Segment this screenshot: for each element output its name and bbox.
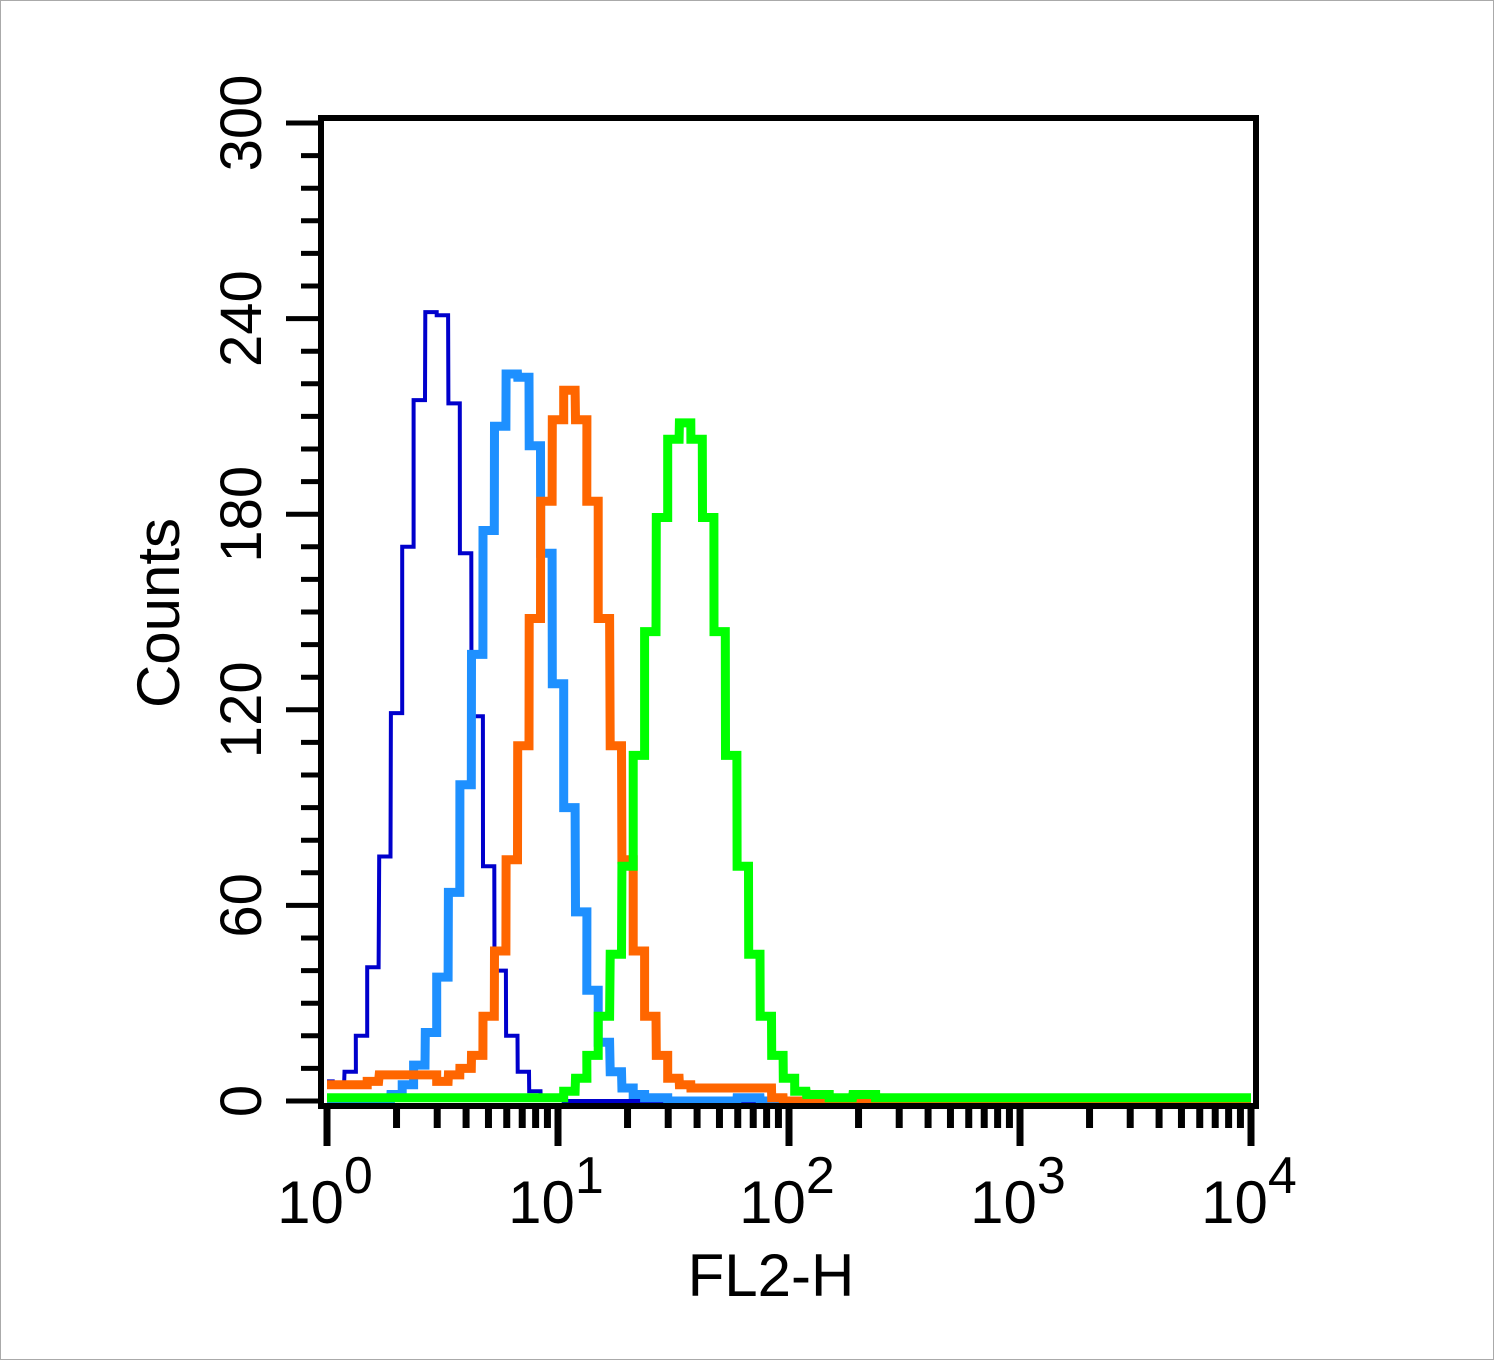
x-tick-base: 10 <box>1201 1169 1268 1236</box>
x-tick-label: 104 <box>1201 1147 1297 1236</box>
x-tick-base: 10 <box>970 1169 1037 1236</box>
x-tick-exponent: 3 <box>1037 1147 1066 1205</box>
y-tick-label: 120 <box>209 661 274 758</box>
y-tick-label: 60 <box>209 873 274 938</box>
x-tick-label: 101 <box>508 1147 604 1236</box>
x-tick-base: 10 <box>508 1169 575 1236</box>
x-tick-label: 100 <box>277 1147 373 1236</box>
x-tick-base: 10 <box>739 1169 806 1236</box>
x-tick-exponent: 2 <box>806 1147 835 1205</box>
x-tick-label: 103 <box>970 1147 1066 1236</box>
y-tick-label: 0 <box>209 1085 274 1117</box>
plot-frame <box>318 115 1259 1109</box>
series-layer <box>327 310 1251 1106</box>
x-tick-label: 102 <box>739 1147 835 1236</box>
series-0-line <box>327 310 1251 1103</box>
x-tick-base: 10 <box>277 1169 344 1236</box>
y-axis-label: Counts <box>125 518 192 708</box>
series-3-line <box>327 418 1251 1103</box>
x-tick-exponent: 4 <box>1268 1147 1297 1205</box>
y-tick-label: 240 <box>209 270 274 367</box>
x-axis-label: FL2-H <box>688 1242 855 1309</box>
series-2-line <box>327 385 1251 1106</box>
x-tick-exponent: 1 <box>575 1147 604 1205</box>
y-tick-label: 180 <box>209 466 274 563</box>
y-tick-label: 300 <box>209 75 274 172</box>
x-axis-ticks: 100 101 102 103 104 <box>277 1106 1297 1236</box>
series-1-line <box>327 369 1251 1106</box>
y-axis-ticks: 0 60 120 180 240 300 <box>209 75 321 1117</box>
x-tick-exponent: 0 <box>344 1147 373 1205</box>
